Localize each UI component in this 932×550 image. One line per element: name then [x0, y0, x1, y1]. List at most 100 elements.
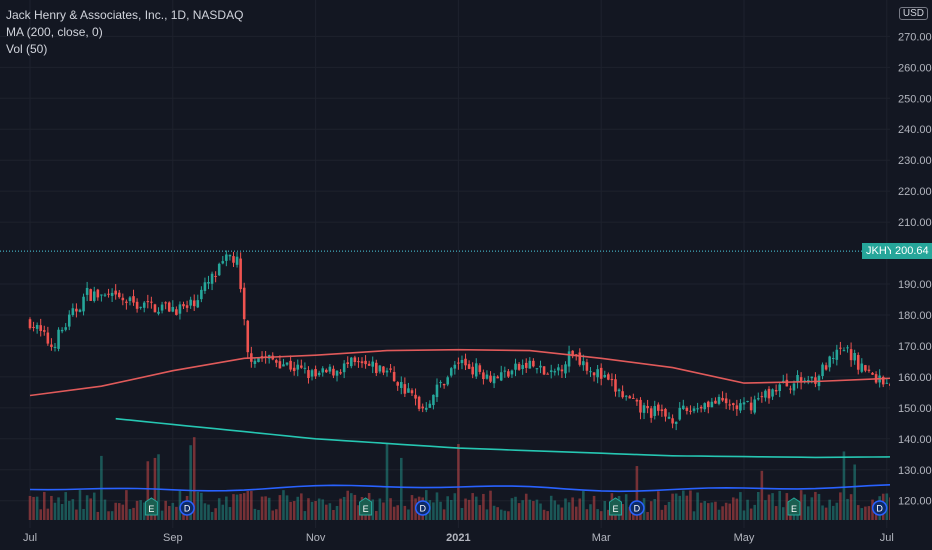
earnings-marker[interactable]	[144, 497, 158, 516]
candle[interactable]	[778, 384, 781, 392]
candle[interactable]	[821, 364, 824, 377]
candle[interactable]	[185, 305, 189, 308]
candle[interactable]	[60, 329, 64, 332]
candle[interactable]	[699, 406, 703, 409]
candle[interactable]	[792, 383, 796, 391]
candle[interactable]	[371, 361, 375, 367]
candle[interactable]	[321, 368, 325, 373]
candle[interactable]	[246, 320, 250, 353]
currency-button[interactable]: USD	[898, 7, 928, 20]
candle[interactable]	[417, 396, 421, 409]
candle[interactable]	[225, 254, 228, 261]
candle[interactable]	[375, 362, 378, 374]
candle[interactable]	[628, 396, 632, 399]
candle[interactable]	[674, 421, 678, 424]
candle[interactable]	[57, 329, 60, 349]
candle[interactable]	[774, 389, 778, 392]
candle[interactable]	[560, 369, 564, 372]
candle[interactable]	[107, 293, 110, 295]
candle[interactable]	[28, 319, 32, 329]
candle[interactable]	[596, 369, 599, 378]
candle[interactable]	[153, 304, 157, 313]
candle[interactable]	[849, 349, 853, 361]
candle[interactable]	[799, 377, 803, 383]
candle[interactable]	[257, 357, 260, 363]
candle[interactable]	[75, 308, 78, 312]
candle[interactable]	[449, 368, 453, 376]
candle[interactable]	[510, 370, 514, 375]
candle[interactable]	[128, 297, 132, 301]
candle[interactable]	[32, 326, 35, 328]
candle[interactable]	[189, 299, 192, 306]
candle[interactable]	[753, 399, 756, 413]
candle[interactable]	[178, 304, 182, 314]
candle[interactable]	[742, 402, 746, 405]
candle[interactable]	[232, 256, 235, 263]
candle[interactable]	[564, 364, 567, 374]
candle[interactable]	[492, 376, 496, 384]
candle[interactable]	[239, 258, 242, 290]
candle[interactable]	[489, 375, 492, 382]
candle[interactable]	[242, 287, 246, 320]
candle[interactable]	[410, 390, 414, 394]
candle[interactable]	[717, 396, 721, 404]
candle[interactable]	[860, 363, 864, 372]
candle[interactable]	[78, 309, 82, 312]
candle[interactable]	[182, 304, 185, 307]
candle[interactable]	[446, 377, 449, 385]
candle[interactable]	[539, 365, 542, 368]
candle[interactable]	[253, 360, 257, 364]
candle[interactable]	[567, 351, 571, 367]
candle[interactable]	[175, 309, 178, 315]
candle[interactable]	[478, 365, 482, 372]
candle[interactable]	[282, 364, 285, 367]
candle[interactable]	[542, 366, 546, 375]
candle[interactable]	[771, 389, 774, 397]
candle[interactable]	[728, 404, 732, 406]
candle[interactable]	[824, 365, 828, 370]
candle[interactable]	[846, 347, 849, 349]
candle[interactable]	[275, 360, 278, 363]
candle[interactable]	[396, 382, 399, 386]
candle[interactable]	[546, 373, 549, 375]
candle[interactable]	[535, 368, 539, 370]
candle[interactable]	[332, 368, 335, 376]
earnings-marker[interactable]	[608, 497, 622, 516]
candle[interactable]	[796, 375, 799, 383]
candle[interactable]	[785, 379, 789, 387]
candle[interactable]	[724, 398, 728, 404]
candle[interactable]	[357, 361, 360, 363]
candle[interactable]	[171, 306, 175, 312]
candle[interactable]	[682, 405, 685, 410]
candle[interactable]	[603, 374, 607, 378]
volume-indicator-label[interactable]: Vol (50)	[6, 42, 48, 56]
candle[interactable]	[210, 273, 214, 284]
candle[interactable]	[150, 301, 153, 303]
candle[interactable]	[82, 296, 85, 312]
candle[interactable]	[839, 347, 842, 349]
candle[interactable]	[517, 363, 521, 370]
candle[interactable]	[335, 370, 339, 376]
candle[interactable]	[424, 407, 428, 410]
candle[interactable]	[474, 363, 478, 377]
candle[interactable]	[350, 357, 353, 367]
candle[interactable]	[464, 358, 467, 366]
candle[interactable]	[607, 374, 610, 380]
candle[interactable]	[435, 384, 439, 398]
candle[interactable]	[157, 311, 160, 314]
candle[interactable]	[739, 403, 742, 411]
candle[interactable]	[585, 362, 589, 371]
candle[interactable]	[167, 302, 171, 312]
candle[interactable]	[571, 350, 574, 357]
candle[interactable]	[707, 401, 710, 408]
dividend-marker[interactable]	[871, 500, 888, 516]
candle[interactable]	[96, 289, 100, 298]
candle[interactable]	[300, 365, 303, 368]
candle[interactable]	[67, 314, 71, 327]
candle[interactable]	[114, 290, 117, 295]
candle[interactable]	[35, 325, 39, 329]
candle[interactable]	[64, 327, 67, 330]
candle[interactable]	[499, 372, 503, 381]
